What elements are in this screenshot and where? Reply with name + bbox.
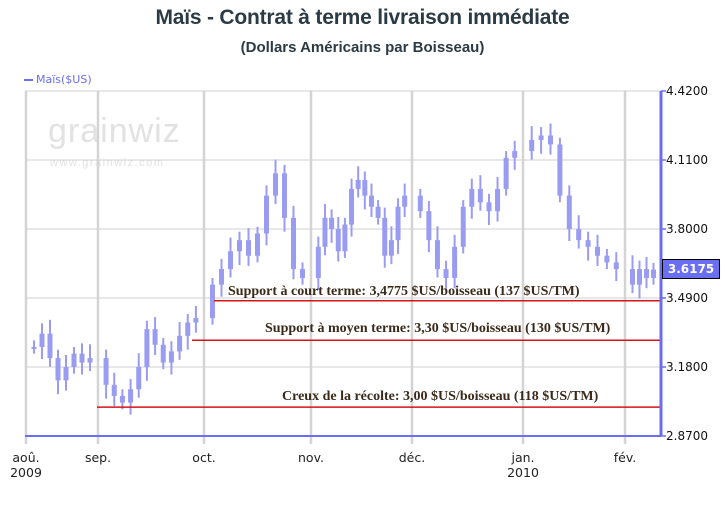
chart-subtitle: (Dollars Américains par Boisseau) — [240, 39, 485, 56]
y-tick: 4.1100 — [666, 153, 708, 167]
y-tick: 4.4200 — [666, 84, 708, 98]
candlestick-series — [31, 123, 656, 415]
support-lines — [97, 300, 661, 408]
legend-item[interactable]: Maïs($US) — [24, 73, 92, 86]
annotation-short-term-support: Support à court terme: 3,4775 $US/boisse… — [228, 284, 580, 299]
x-tick-aug: aoû. 2009 — [10, 450, 42, 480]
last-value-badge: 3.6175 — [662, 259, 720, 279]
y-tick: 2.8700 — [666, 429, 708, 443]
x-tick-sep: sep. — [84, 450, 112, 465]
x-tick-jan: jan. 2010 — [507, 450, 539, 480]
x-tick-feb: fév. — [613, 450, 637, 465]
y-tick: 3.8000 — [666, 222, 708, 236]
x-tick-dec: déc. — [398, 450, 426, 465]
watermark-logo: grainwiz — [48, 112, 181, 150]
y-tick: 3.1800 — [666, 360, 708, 374]
chart-title: Maïs - Contrat à terme livraison immédia… — [155, 6, 570, 29]
annotation-medium-term-support: Support à moyen terme: 3,30 $US/boisseau… — [265, 321, 611, 336]
x-tick-nov: nov. — [298, 450, 324, 465]
x-tick-oct: oct. — [192, 450, 216, 465]
annotation-harvest-low: Creux de la récolte: 3,00 $US/boisseau (… — [282, 389, 599, 404]
legend-line-icon — [24, 79, 33, 81]
y-tick: 3.4900 — [666, 291, 708, 305]
legend-label: Maïs($US) — [36, 73, 92, 86]
axes — [25, 90, 666, 437]
